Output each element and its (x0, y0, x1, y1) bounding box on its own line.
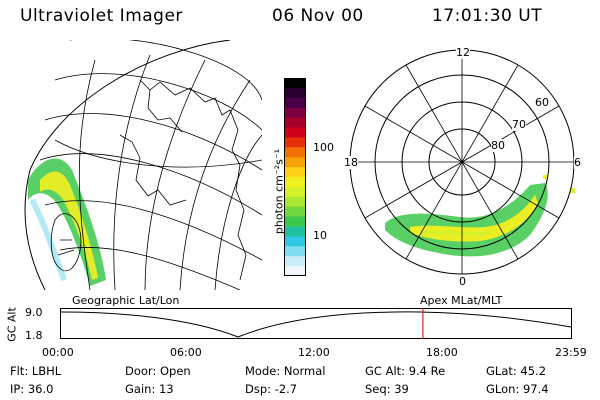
timeline-xtick-1800: 18:00 (426, 346, 458, 359)
dsp-info: Dsp: -2.7 (245, 382, 298, 396)
coastline (119, 79, 247, 281)
colorbar-band (284, 87, 306, 99)
seq-info: Seq: 39 (365, 382, 409, 396)
altitude-curve (60, 311, 572, 338)
polar-mlt-plot (349, 49, 575, 275)
earth-limb (24, 40, 231, 290)
mlt-label-12: 12 (456, 46, 470, 59)
mode-info: Mode: Normal (245, 364, 326, 378)
colorbar-band (284, 78, 306, 89)
timeline-axis-label: GC Alt (5, 307, 19, 342)
door-info: Door: Open (125, 364, 191, 378)
colorbar-band (284, 157, 306, 168)
gc-alt-info: GC Alt: 9.4 Re (365, 364, 446, 378)
timeline-ytick-9: 9.0 (25, 306, 43, 319)
latitude-grid (39, 40, 262, 290)
colorbar-tick-100: 100 (313, 141, 334, 154)
colorbar-band (284, 167, 306, 178)
geographic-map (24, 40, 262, 290)
altitude-timeline (60, 308, 572, 339)
colorbar-band (284, 236, 306, 247)
colorbar-band (284, 147, 306, 158)
glon-info: GLon: 97.4 (486, 382, 549, 396)
colorbar-band (284, 137, 306, 148)
colorbar-band (284, 196, 306, 208)
mlat-label-70: 70 (512, 118, 526, 131)
auroral-oval-core (410, 195, 538, 242)
mlt-label-18: 18 (344, 156, 358, 169)
timeline-xtick-1200: 12:00 (298, 346, 330, 359)
colorbar-band (284, 97, 306, 109)
timeline-right-title: Apex MLat/MLT (420, 294, 503, 307)
date-label: 06 Nov 00 (272, 6, 364, 26)
mlat-label-80: 80 (491, 139, 505, 152)
mlt-label-0: 0 (459, 275, 466, 288)
colorbar-band (284, 246, 306, 257)
timeline-xtick-2359: 23:59 (555, 346, 587, 359)
colorbar-band (284, 256, 306, 267)
ip-info: IP: 36.0 (10, 382, 54, 396)
auroral-oval (385, 183, 548, 257)
timeline-xtick-0600: 06:00 (170, 346, 202, 359)
mlt-spokes (350, 50, 574, 274)
glat-info: GLat: 45.2 (486, 364, 547, 378)
auroral-core (40, 171, 98, 280)
colorbar-band (284, 226, 306, 237)
colorbar-unit-label: photon cm⁻²s⁻¹ (272, 148, 286, 235)
mlat-label-60: 60 (535, 96, 549, 109)
colorbar-band (284, 216, 306, 227)
colorbar-tick-10: 10 (313, 229, 327, 242)
timeline-xtick-0000: 00:00 (42, 346, 74, 359)
longitude-grid (54, 54, 262, 290)
colorbar-band (284, 107, 306, 119)
time-label: 17:01:30 UT (432, 6, 543, 26)
filter-info: Flt: LBHL (10, 364, 62, 378)
colorbar-band (284, 186, 306, 198)
color-scale-bar (284, 78, 306, 276)
colorbar-band (284, 127, 306, 138)
timeline-left-title: Geographic Lat/Lon (72, 294, 180, 307)
colorbar-band (284, 177, 306, 188)
timeline-ytick-1: 1.8 (25, 329, 43, 342)
colorbar-band (284, 266, 306, 276)
mlt-label-6: 6 (574, 156, 581, 169)
timeline-frame (60, 308, 572, 339)
colorbar-band (284, 206, 306, 218)
colorbar-band (284, 117, 306, 128)
instrument-title: Ultraviolet Imager (20, 6, 183, 26)
gain-info: Gain: 13 (125, 382, 174, 396)
greenland-outline (50, 213, 82, 272)
